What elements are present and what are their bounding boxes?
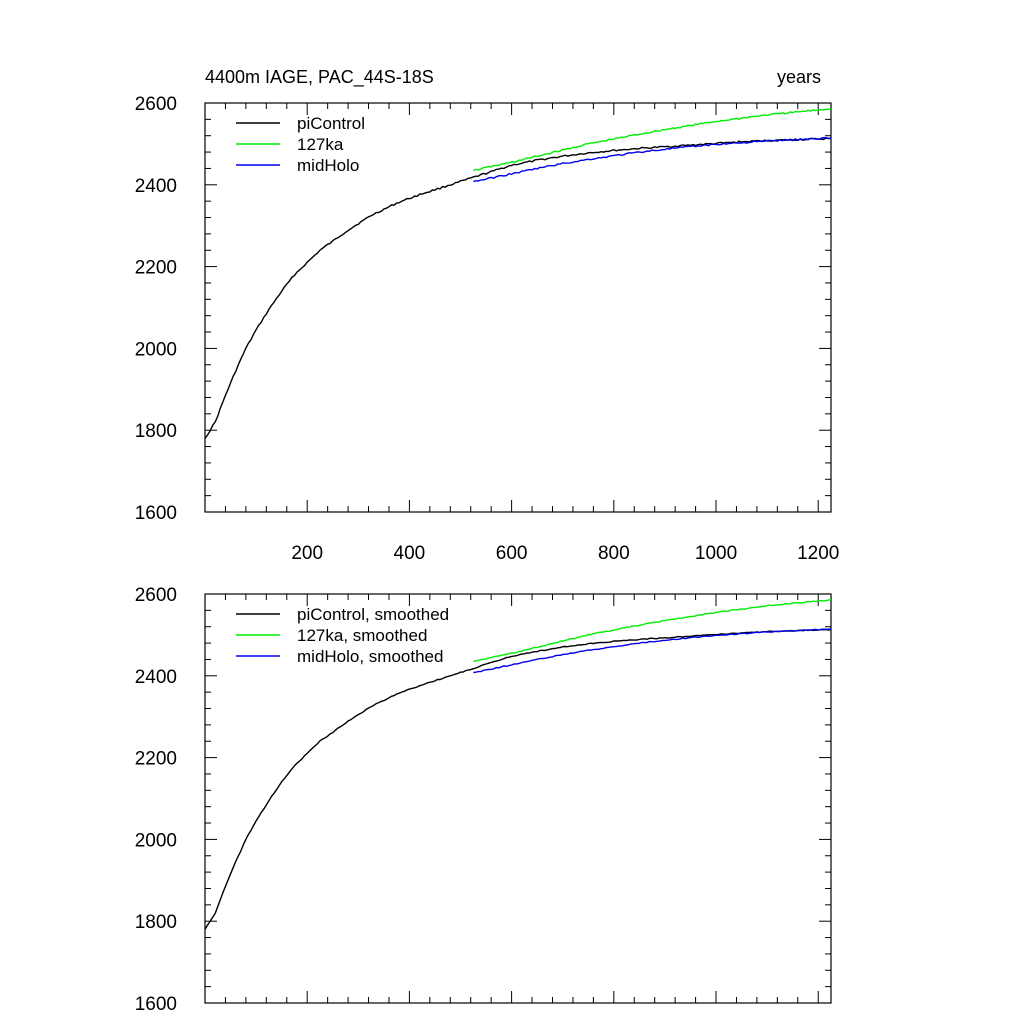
legend-label: 127ka [297,135,344,154]
panel-top: 1600 1800 2000 2200 2400 2600 200 400 600 800 1000… [135,67,840,564]
series-line-127ka [472,108,832,172]
legend-label: 127ka, smoothed [297,626,427,645]
legend-label: midHolo [297,156,359,175]
y-tick-label: 2600 [135,585,177,606]
x-tick-label: 600 [496,543,528,564]
series-line-midholo [473,628,832,674]
x-tick-label: 200 [291,543,323,564]
y-tick-label: 1800 [135,912,177,933]
series-line-picontrol [204,137,832,439]
y-tick-label: 1600 [135,994,177,1015]
panel-bottom: 1600 1800 2000 2200 2400 2600 piControl, smoot… [135,585,832,1015]
legend-label: piControl [297,114,365,133]
x-tick-label: 1000 [695,543,737,564]
y-tick-label: 2600 [135,94,177,115]
series-line-127ka [473,599,832,663]
y-tick-label: 2400 [135,176,177,197]
x-tick-label: 400 [394,543,426,564]
legend-label: piControl, smoothed [297,605,449,624]
legend-label: midHolo, smoothed [297,647,443,666]
chart-title: 4400m IAGE, PAC_44S-18S [205,67,434,88]
y-tick-label: 2200 [135,258,177,279]
plot-frame [204,102,832,513]
y-tick-label: 2200 [135,749,177,770]
y-tick-label: 1800 [135,421,177,442]
y-tick-label: 2400 [135,667,177,688]
x-tick-label: 1200 [797,543,839,564]
x-tick-label: 800 [598,543,630,564]
series-line-midholo [473,136,832,183]
y-tick-label: 2000 [135,830,177,851]
plot-frame [204,593,832,1004]
series-line-picontrol [204,628,832,930]
y-tick-label: 2000 [135,339,177,360]
chart-title-right: years [777,67,821,87]
y-tick-label: 1600 [135,503,177,524]
